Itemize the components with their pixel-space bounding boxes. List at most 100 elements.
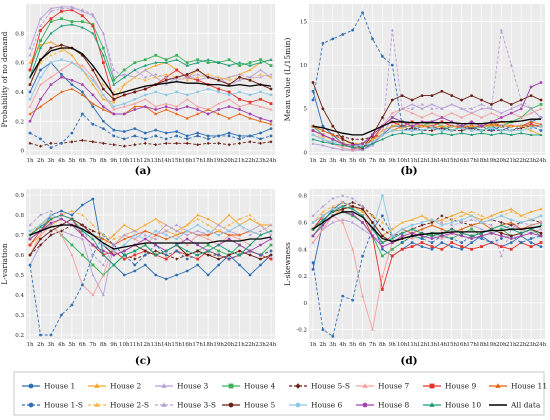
- point-house-1-s: [227, 134, 231, 138]
- point-house-3-s: [470, 218, 474, 221]
- point-house-8: [91, 243, 95, 247]
- point-house-1: [321, 124, 325, 128]
- legend-label: House 10: [445, 401, 481, 410]
- point-house-3: [70, 5, 74, 9]
- point-house-2-s: [440, 124, 444, 128]
- point-house-7: [460, 115, 464, 119]
- point-house-6: [420, 221, 424, 224]
- point-house-10: [154, 253, 158, 257]
- point-house-3: [164, 82, 168, 86]
- legend-label: House 5-S: [311, 382, 350, 391]
- point-house-7: [539, 107, 543, 110]
- point-house-3: [143, 68, 147, 72]
- point-house-4: [185, 61, 189, 65]
- point-house-3-s: [430, 107, 434, 110]
- point-house-7: [238, 237, 242, 241]
- point-house-5: [217, 78, 221, 82]
- series-line-house-7: [29, 62, 272, 111]
- point-house-5: [269, 253, 273, 257]
- point-house-2-s: [101, 82, 105, 86]
- point-house-4: [196, 58, 200, 62]
- point-house-6: [331, 140, 335, 144]
- x-tick-label: 2h: [319, 158, 326, 164]
- point-house-9: [269, 257, 273, 261]
- point-house-2-s: [227, 223, 231, 227]
- point-house-1: [133, 127, 137, 131]
- point-house-9: [480, 245, 483, 248]
- point-house-4: [380, 254, 384, 258]
- point-house-2-s: [321, 134, 325, 138]
- point-house-5: [460, 98, 464, 102]
- point-house-5: [227, 83, 231, 87]
- point-house-6: [529, 218, 533, 222]
- point-house-10: [479, 231, 484, 235]
- x-tick-label: 17h: [192, 342, 203, 348]
- point-house-2-s: [185, 78, 189, 82]
- point-house-5: [238, 249, 241, 253]
- point-house-2-s: [341, 200, 345, 204]
- point-house-1: [112, 128, 116, 132]
- point-house-10: [430, 133, 434, 137]
- point-house-9: [248, 100, 252, 104]
- point-house-2: [489, 214, 493, 217]
- panel-d: -0.2 0 0.2 0.4 0.6 0.8 1h 2h 3h 4h 5h 6h 7h 8h 9h 10h 11…: [283, 189, 547, 348]
- point-house-3: [331, 146, 335, 150]
- y-tick-label: 0.6: [15, 61, 24, 67]
- point-house-5-s: [509, 223, 513, 227]
- point-house-3-s: [59, 6, 63, 10]
- series-line-house-5: [312, 82, 542, 149]
- point-house-3: [91, 273, 95, 277]
- x-tick-label: 10h: [397, 342, 408, 348]
- legend-item-house-5: House 5: [222, 401, 276, 410]
- x-tick-label: 19h: [213, 158, 224, 164]
- point-house-10: [489, 133, 493, 137]
- x-tick-label: 23h: [526, 158, 537, 164]
- point-house-5-s: [185, 141, 189, 145]
- point-house-6: [185, 229, 189, 233]
- point-house-2-s: [217, 229, 221, 233]
- point-house-6: [133, 233, 137, 237]
- point-house-5: [490, 102, 493, 106]
- y-tick-label: 5: [304, 107, 308, 113]
- point-house-9: [217, 87, 221, 91]
- point-house-11: [217, 112, 221, 116]
- point-house-1: [122, 273, 126, 277]
- point-house-7: [143, 97, 147, 101]
- panel-c: 0.2 0.3 0.4 0.5 0.6 0.7 0.8 0.9 1h 2h 3h 4h 5h 6h 7h 8h…: [0, 189, 277, 348]
- legend-label: House 1-S: [44, 401, 83, 410]
- point-house-5: [143, 87, 147, 91]
- point-house-1-s: [49, 146, 53, 150]
- x-tick-label: 16h: [456, 158, 467, 164]
- point-house-8: [361, 221, 364, 224]
- point-house-2: [49, 40, 53, 44]
- legend-swatch-marker: [94, 402, 100, 407]
- point-house-3-s: [341, 194, 345, 197]
- x-tick-label: 16h: [182, 158, 193, 164]
- legend-label: House 6: [311, 401, 343, 410]
- point-house-5-s: [440, 126, 444, 130]
- point-house-1: [539, 245, 543, 248]
- x-tick-label: 17h: [192, 158, 203, 164]
- x-tick-label: 9h: [389, 342, 396, 348]
- x-tick-label: 5h: [68, 342, 75, 348]
- point-house-5: [470, 94, 474, 98]
- point-house-1-s: [400, 124, 404, 128]
- point-house-10: [80, 25, 84, 29]
- point-house-1: [259, 263, 262, 267]
- point-house-10: [70, 217, 74, 221]
- point-house-1-s: [154, 134, 158, 138]
- point-house-8: [440, 116, 444, 119]
- legend-swatch-marker: [429, 383, 435, 389]
- point-house-10: [227, 63, 231, 67]
- point-house-10: [499, 223, 503, 227]
- point-house-3-s: [470, 107, 474, 110]
- point-house-7: [227, 97, 231, 101]
- point-house-5: [217, 257, 221, 261]
- point-house-6: [440, 223, 444, 227]
- point-house-10: [258, 60, 263, 64]
- point-house-5: [101, 87, 105, 91]
- point-house-7: [390, 111, 394, 115]
- point-house-8: [259, 116, 262, 120]
- point-house-2: [112, 233, 116, 237]
- x-tick-label: 10h: [119, 342, 130, 348]
